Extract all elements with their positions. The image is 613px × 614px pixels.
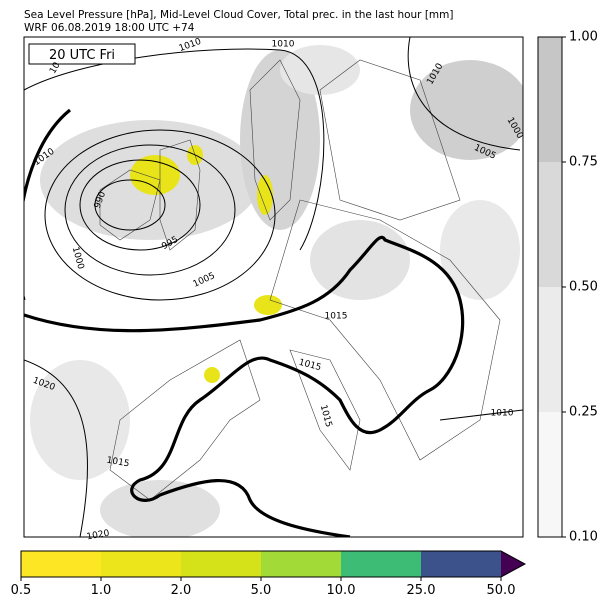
colorbar-bin — [181, 551, 261, 577]
tick-label: 1.0 — [91, 583, 112, 598]
map-frame — [23, 36, 524, 538]
colorbar-frame — [20, 550, 527, 578]
colorbar-extension — [501, 551, 525, 577]
tick-label: 25.0 — [407, 583, 436, 598]
cloud-colorbar: 0.10 0.25 0.50 0.75 1.00 — [537, 30, 598, 545]
colorbar-bin — [538, 412, 562, 537]
contour-labels: 1010 101010101000100510109909951000100510… — [31, 37, 524, 543]
contour-label: 1020 — [86, 529, 111, 543]
map-area — [24, 37, 523, 537]
tick-label: 5.0 — [251, 583, 272, 598]
contour-label: 1015 — [106, 456, 130, 470]
title: Sea Level Pressure [hPa], Mid-Level Clou… — [24, 9, 454, 21]
isobars — [24, 37, 523, 537]
tick-label: 0.5 — [11, 583, 32, 598]
contour-label: 1015 — [325, 312, 348, 322]
coastlines — [99, 59, 501, 501]
tick-label: 0.10 — [569, 530, 598, 545]
colorbar-bin — [261, 551, 341, 577]
tick-label: 0.75 — [569, 155, 598, 170]
colorbar-bin — [538, 287, 562, 412]
tick-label: 0.50 — [569, 280, 598, 295]
tick-label: 10.0 — [327, 583, 356, 598]
colorbar-bin — [341, 551, 421, 577]
colorbar-bin — [538, 162, 562, 287]
precip-colorbar: 0.5 1.0 2.0 5.0 10.0 25.0 50.0 — [11, 550, 527, 598]
colorbar-bin — [21, 551, 101, 577]
time-box — [28, 43, 136, 65]
contour-label: 1010 — [491, 409, 514, 419]
tick-label: 0.25 — [569, 405, 598, 420]
colorbar-bin — [538, 37, 562, 162]
contour-label: 1010 — [272, 40, 295, 50]
tick-label: 50.0 — [487, 583, 516, 598]
tick-label: 1.00 — [569, 30, 598, 45]
colorbar-bin — [101, 551, 181, 577]
tick-label: 2.0 — [171, 583, 192, 598]
time-label: 20 UTC Fri — [49, 48, 115, 63]
colorbar-bin — [421, 551, 501, 577]
subtitle: WRF 06.08.2019 18:00 UTC +74 — [24, 22, 195, 34]
